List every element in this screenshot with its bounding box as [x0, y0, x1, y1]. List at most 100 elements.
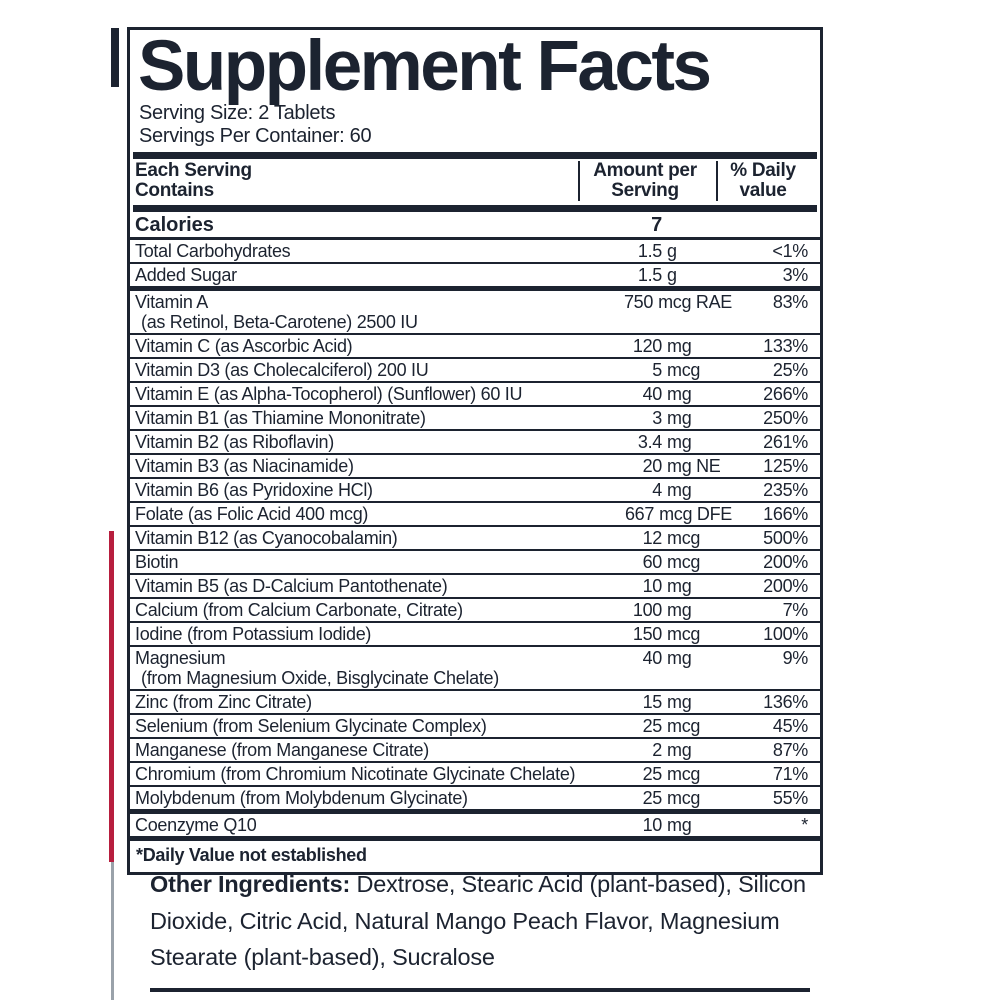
amount-cell: 25 mcg [590, 788, 732, 808]
amount-unit: mcg [667, 528, 701, 548]
other-ingredients-text: Dextrose, Stearic Acid (plant-based), Si… [150, 871, 806, 970]
amount-number: 3.4 [637, 432, 662, 452]
header-amount-per-serving: Amount per Serving [578, 161, 710, 201]
daily-value: 125% [763, 456, 808, 476]
nutrient-row: Vitamin E (as Alpha-Tocopherol) (Sunflow… [130, 383, 820, 407]
daily-value: 87% [772, 740, 808, 760]
amount-number: 3 [652, 408, 662, 428]
amount-unit: mg [667, 576, 692, 596]
amount-cell: 40 mg [590, 384, 732, 404]
amount-unit: mcg [667, 552, 701, 572]
amount-unit: mg [667, 648, 692, 668]
nutrient-name: Vitamin E (as Alpha-Tocopherol) (Sunflow… [135, 384, 523, 404]
amount-number: 10 [642, 815, 663, 835]
amount-unit: mg [667, 692, 692, 712]
left-edge-gray-line [111, 862, 114, 1000]
header-each-serving: Each Serving Contains [135, 161, 578, 201]
nutrient-name: Calcium (from Calcium Carbonate, Citrate… [135, 600, 463, 620]
amount-cell: 1.5 g [590, 265, 732, 285]
amount-unit: g [667, 265, 677, 285]
amount-unit: mcg [667, 624, 701, 644]
amount-number: 25 [642, 764, 663, 784]
servings-per-container-text: Servings Per Container: 60 [139, 125, 372, 147]
amount-unit: mg [667, 432, 692, 452]
amount-cell: 12 mcg [590, 528, 732, 548]
daily-value: 166% [763, 504, 808, 524]
amount-number: 15 [642, 692, 663, 712]
nutrient-row: Chromium (from Chromium Nicotinate Glyci… [130, 763, 820, 787]
daily-value: 250% [763, 408, 808, 428]
amount-unit: mg [667, 384, 692, 404]
nutrient-name: Added Sugar [135, 265, 237, 285]
nutrient-name: Iodine (from Potassium Iodide) [135, 624, 372, 644]
daily-value: 200% [763, 552, 808, 572]
daily-value: 45% [772, 716, 808, 736]
amount-number: 667 [624, 504, 655, 524]
amount-unit: g [667, 241, 677, 261]
next-panel-top-border [150, 988, 810, 992]
nutrient-row: Vitamin D3 (as Cholecalciferol) 200 IU 5… [130, 359, 820, 383]
serving-size-text: Serving Size: 2 Tablets [139, 102, 336, 124]
amount-cell: 60 mcg [590, 552, 732, 572]
amount-cell: 15 mg [590, 692, 732, 712]
nutrient-row: Coenzyme Q10 10 mg * [130, 814, 820, 841]
amount-cell: 4 mg [590, 480, 732, 500]
amount-cell: 25 mcg [590, 764, 732, 784]
nutrient-name-line2: (from Magnesium Oxide, Bisglycinate Chel… [141, 668, 499, 688]
calories-row: Calories 7 [130, 212, 820, 240]
amount-number: 25 [642, 788, 663, 808]
daily-value: 500% [763, 528, 808, 548]
amount-unit: mg [667, 815, 692, 835]
amount-number: 100 [632, 600, 662, 620]
daily-value: 25% [772, 360, 808, 380]
amount-cell: 3.4 mg [590, 432, 732, 452]
amount-unit: mg [667, 740, 692, 760]
amount-unit: mg [667, 480, 692, 500]
amount-number: 120 [632, 336, 662, 356]
amount-cell: 2 mg [590, 740, 732, 760]
nutrient-name: Vitamin D3 (as Cholecalciferol) 200 IU [135, 360, 429, 380]
amount-cell: 667 mcg DFE [590, 504, 732, 524]
nutrient-name: Total Carbohydrates [135, 241, 291, 261]
header-each-serving-line2: Contains [135, 180, 214, 201]
daily-value: 7% [782, 600, 809, 620]
header-dv-line2: value [739, 180, 787, 201]
nutrient-name: Vitamin B2 (as Riboflavin) [135, 432, 334, 452]
amount-number: 40 [642, 384, 663, 404]
nutrient-row: Molybdenum (from Molybdenum Glycinate) 2… [130, 787, 820, 814]
amount-cell: 150 mcg [590, 624, 732, 644]
header-dv-line1: % Daily [730, 160, 796, 181]
amount-unit: mcg [667, 788, 701, 808]
amount-number: 20 [642, 456, 663, 476]
nutrient-name: Zinc (from Zinc Citrate) [135, 692, 312, 712]
amount-number: 1.5 [637, 265, 662, 285]
amount-cell: 10 mg [590, 576, 732, 596]
daily-value: 136% [763, 692, 808, 712]
amount-unit: mcg [667, 764, 701, 784]
amount-unit: mcg [667, 716, 701, 736]
amount-unit: mg [667, 408, 692, 428]
nutrient-row: Vitamin B12 (as Cyanocobalamin) 12 mcg 5… [130, 527, 820, 551]
header-each-serving-line1: Each Serving [135, 160, 252, 181]
nutrient-name-line2: (as Retinol, Beta-Carotene) 2500 IU [141, 312, 418, 332]
amount-number: 12 [642, 528, 663, 548]
amount-cell: 3 mg [590, 408, 732, 428]
nutrient-name: Folate (as Folic Acid 400 mcg) [135, 504, 369, 524]
amount-cell: 20 mg NE [590, 456, 732, 476]
nutrient-name: Chromium (from Chromium Nicotinate Glyci… [135, 764, 576, 784]
amount-unit: mcg [667, 360, 701, 380]
divider-thick-under-header [133, 205, 817, 212]
calories-label: Calories [135, 214, 214, 236]
daily-value: 55% [772, 788, 808, 808]
header-percent-daily-value: % Daily value [716, 161, 808, 201]
amount-number: 40 [642, 648, 663, 668]
amount-number: 10 [642, 576, 663, 596]
amount-number: 150 [632, 624, 662, 644]
nutrient-row: Magnesium 40 mg 9% (from Magnesium Oxide… [130, 647, 820, 691]
nutrient-row: Vitamin B2 (as Riboflavin) 3.4 mg 261% [130, 431, 820, 455]
daily-value-footnote: *Daily Value not established [136, 845, 367, 865]
nutrient-row: Zinc (from Zinc Citrate) 15 mg 136% [130, 691, 820, 715]
amount-number: 4 [652, 480, 662, 500]
table-header-row: Each Serving Contains Amount per Serving… [130, 159, 820, 203]
amount-cell: 100 mg [590, 600, 732, 620]
